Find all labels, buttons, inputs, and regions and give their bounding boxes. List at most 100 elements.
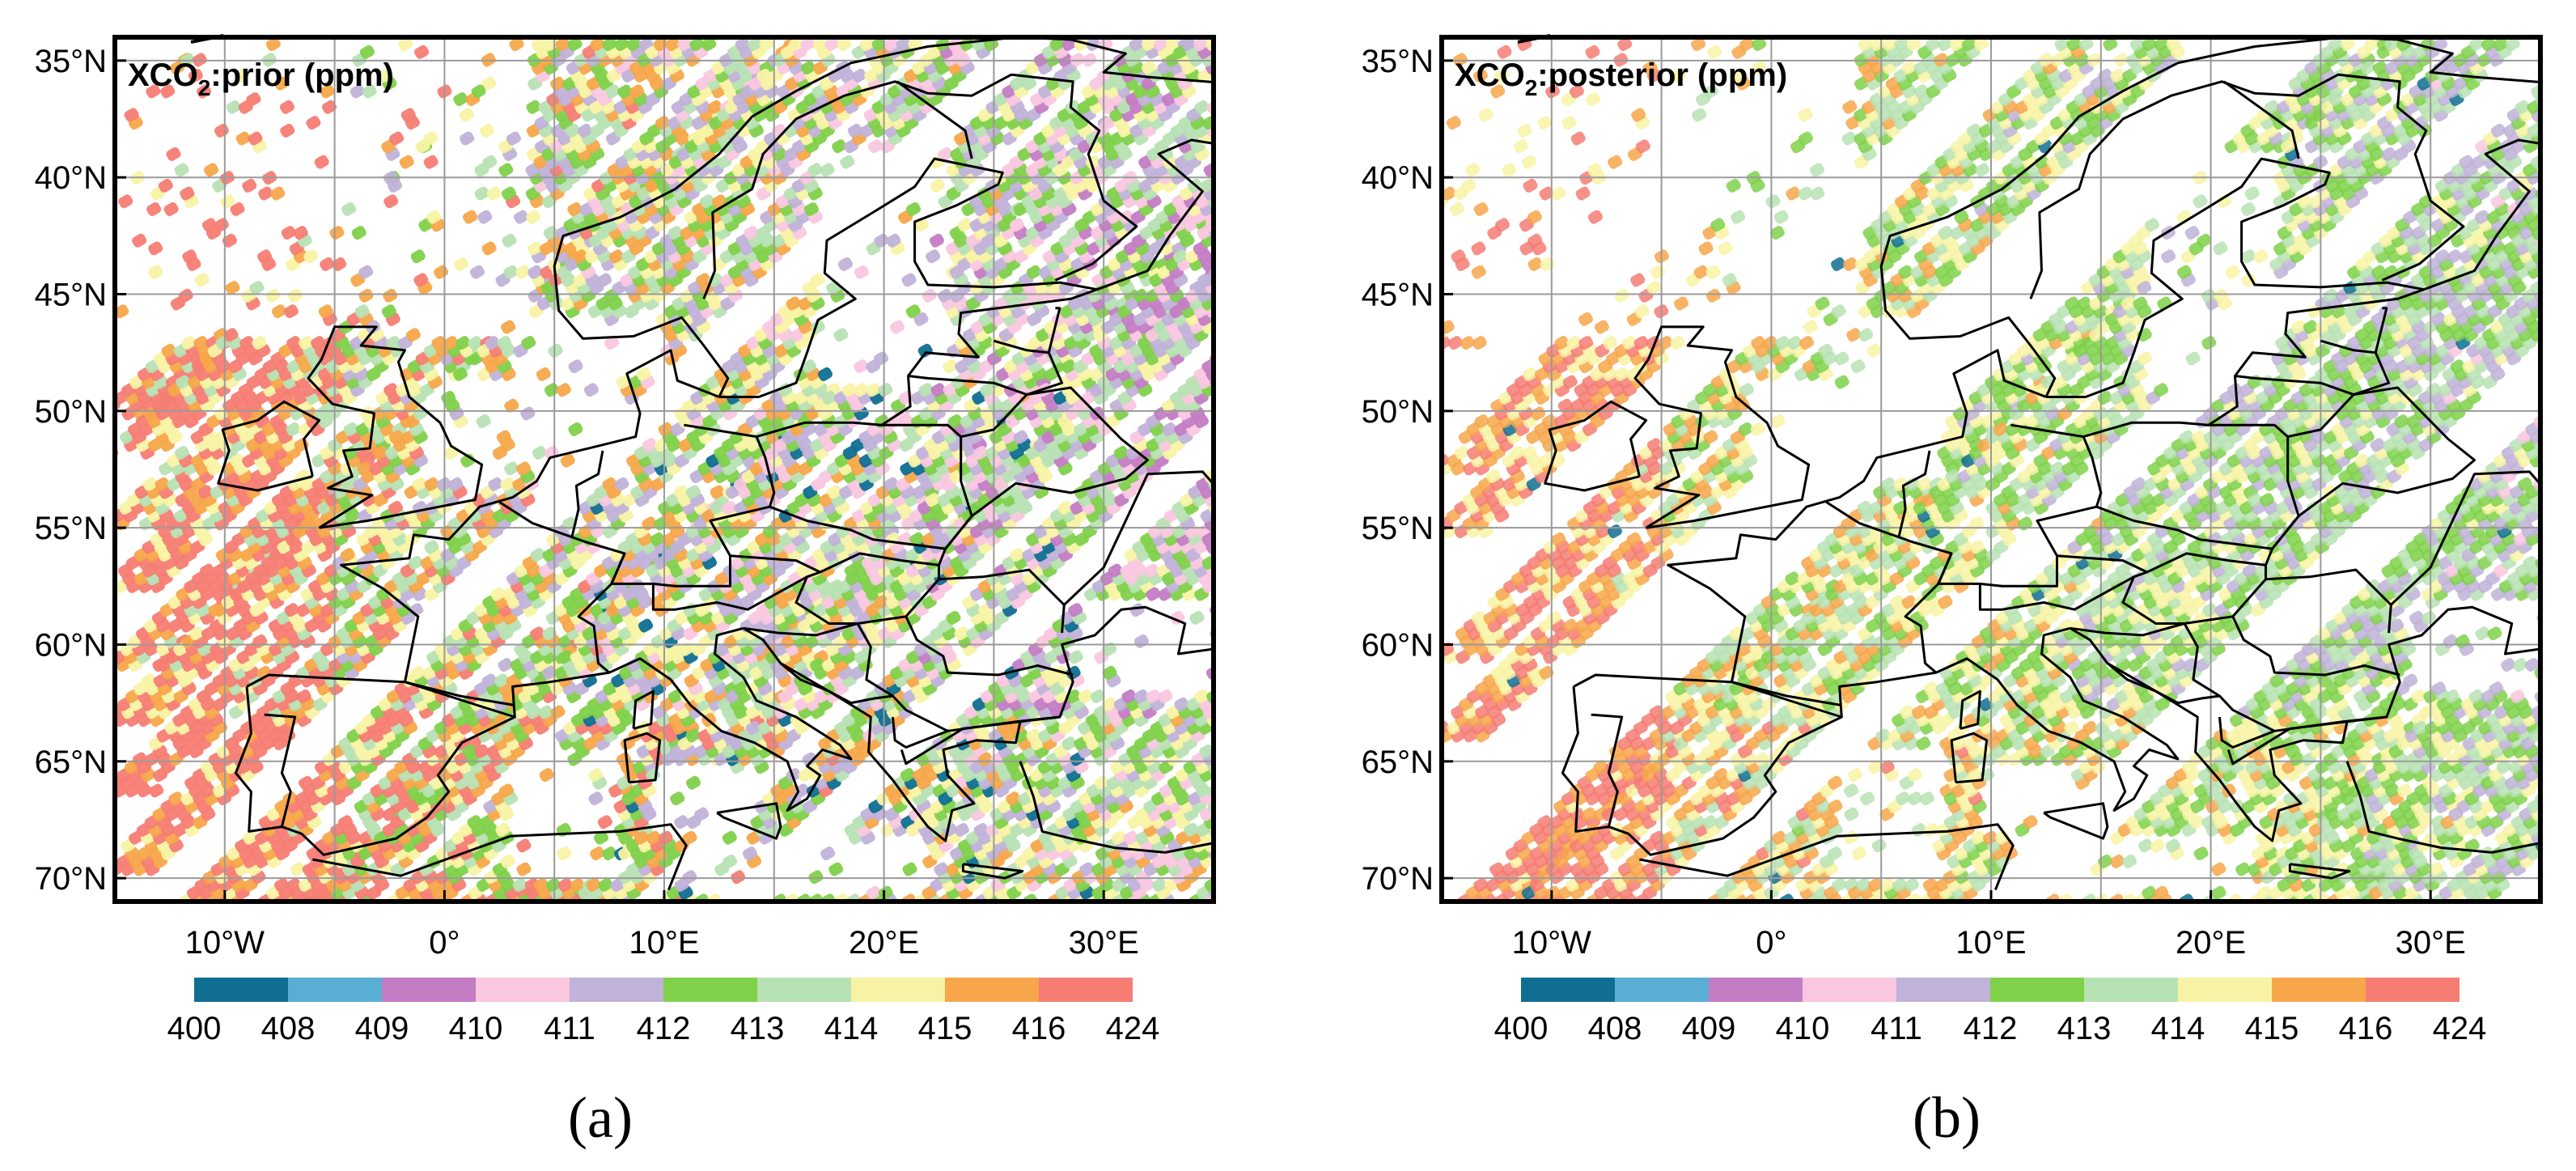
xco2-pixel — [1216, 217, 1234, 234]
xco2-pixel — [283, 304, 299, 319]
xco2-pixel — [477, 210, 493, 224]
xco2-pixel — [514, 210, 529, 224]
xco2-pixel — [343, 422, 358, 436]
xco2-pixel — [235, 131, 251, 146]
xco2-pixel — [1244, 224, 1261, 241]
xco2-pixel — [1251, 162, 1269, 179]
xco2-pixel — [677, 37, 693, 52]
xco2-pixel — [567, 202, 583, 216]
xco2-pixel — [414, 45, 430, 59]
xco2-pixel — [201, 218, 217, 232]
xco2-pixel — [1232, 287, 1250, 304]
xco2-pixel — [174, 446, 189, 460]
xco2-pixel — [329, 226, 345, 240]
xco2-pixel — [443, 336, 459, 350]
xco2-pixel — [311, 336, 326, 350]
xco2-pixel — [160, 84, 176, 99]
xco2-pixel — [626, 37, 642, 52]
xco2-pixel — [1225, 91, 1243, 108]
xco2-pixel — [405, 328, 421, 342]
xco2-pixel — [1218, 122, 1235, 139]
xco2-pixel — [146, 84, 161, 99]
xco2-pixel — [1224, 295, 1242, 312]
xco2-pixel — [383, 194, 399, 209]
xco2-pixel — [1228, 36, 1246, 53]
xco2-pixel — [506, 131, 521, 146]
xco2-pixel — [176, 375, 191, 389]
xco2-pixel — [527, 265, 543, 279]
xco2-pixel — [498, 163, 514, 177]
xco2-pixel — [531, 37, 546, 52]
xco2-pixel — [359, 45, 375, 59]
xco2-pixel — [482, 155, 498, 169]
xco2-field — [115, 36, 1275, 902]
xco2-pixel — [602, 37, 617, 52]
xco2-pixel — [274, 76, 290, 91]
xco2-pixel — [358, 265, 374, 279]
xco2-pixel — [188, 68, 203, 83]
xco2-pixel — [577, 123, 592, 138]
xco2-pixel — [200, 563, 215, 578]
xco2-pixel — [1249, 91, 1267, 108]
xco2-pixel — [358, 288, 374, 303]
xco2-pixel — [526, 210, 541, 224]
xco2-pixel — [280, 123, 295, 138]
xco2-pixel — [180, 186, 195, 201]
xco2-pixel — [132, 233, 147, 248]
xco2-pixel — [463, 210, 478, 224]
xco2-pixel — [234, 68, 249, 83]
xco2-pixel — [1236, 272, 1254, 289]
xco2-pixel — [239, 336, 255, 350]
xco2-pixel — [1248, 209, 1265, 226]
xco2-pixel — [146, 202, 162, 216]
xco2-pixel — [248, 131, 263, 146]
xco2-pixel — [1241, 99, 1259, 116]
xco2-pixel — [555, 37, 570, 52]
xco2-pixel — [163, 202, 179, 216]
xco2-pixel — [479, 123, 494, 138]
xco2-pixel — [617, 84, 633, 99]
xco2-pixel — [299, 336, 314, 350]
xco2-pixel — [271, 304, 286, 319]
xco2-pixel — [1232, 224, 1250, 241]
xco2-pixel — [1235, 177, 1252, 194]
xco2-pixel — [410, 249, 426, 264]
xco2-pixel — [258, 186, 273, 201]
xco2-pixel — [1246, 154, 1264, 171]
xco2-pixel — [1245, 83, 1263, 100]
xco2-pixel — [341, 202, 357, 216]
xco2-pixel — [362, 84, 377, 99]
xco2-pixel — [320, 84, 335, 99]
xco2-pixel — [246, 92, 261, 107]
xco2-pixel — [1227, 217, 1245, 234]
xco2-pixel — [1232, 264, 1250, 281]
xco2-pixel — [567, 37, 583, 52]
xco2-pixel — [314, 155, 329, 169]
xco2-pixel — [265, 288, 281, 303]
xco2-pixel — [1257, 83, 1275, 100]
xco2-pixel — [350, 84, 365, 99]
xco2-pixel — [459, 108, 474, 122]
xco2-pixel — [166, 147, 181, 161]
xco2-pixel — [1220, 224, 1238, 241]
xco2-pixel — [1237, 91, 1255, 108]
xco2-pixel — [158, 178, 173, 193]
xco2-pixel — [1235, 209, 1253, 226]
xco2-pixel — [303, 249, 319, 264]
xco2-pixel — [161, 343, 176, 358]
xco2-pixel — [181, 336, 197, 350]
xco2-pixel — [1217, 99, 1235, 116]
xco2-pixel — [455, 336, 471, 350]
xco2-pixel — [279, 100, 294, 114]
xco2-pixel — [1216, 303, 1234, 320]
xco2-pixel — [481, 76, 497, 91]
xco2-pixel — [399, 155, 414, 169]
xco2-pixel — [270, 186, 286, 201]
xco2-pixel — [426, 210, 442, 224]
xco2-pixel — [1243, 169, 1260, 186]
xco2-pixel — [322, 100, 337, 114]
xco2-pixel — [1248, 272, 1266, 289]
xco2-pixel — [226, 100, 241, 114]
xco2-pixel — [386, 336, 401, 350]
xco2-pixel — [148, 241, 163, 256]
